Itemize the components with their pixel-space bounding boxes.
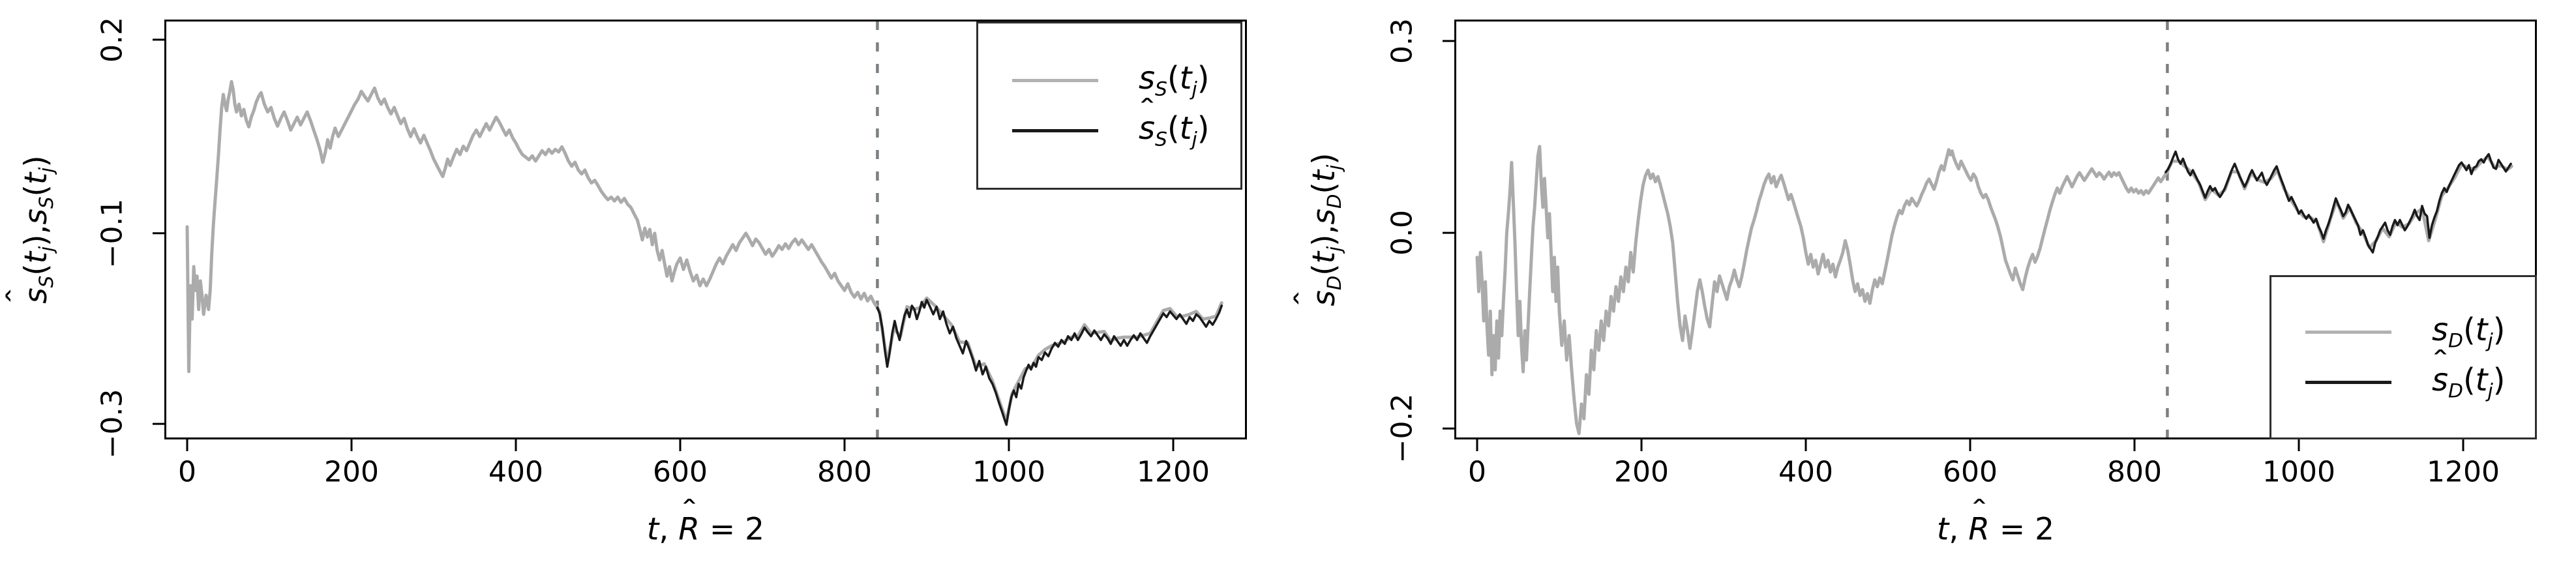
series-line	[878, 296, 1223, 423]
plot-border	[1454, 20, 2537, 439]
series-line	[185, 80, 882, 374]
left-y-axis-title: ˆ sS(tj),sS(tj)	[3, 155, 58, 306]
y-tick-label: 0.0	[1385, 210, 1419, 256]
plot-border	[164, 20, 1247, 439]
legend-label: sS(tj)	[1139, 60, 1210, 101]
left-plot-area	[153, 20, 1247, 451]
x-tick-label: 800	[817, 455, 872, 489]
x-tick-label: 400	[1778, 455, 1833, 489]
legend-label: ˆ sS(tj)	[1137, 95, 1210, 151]
x-tick-label: 0	[178, 455, 196, 489]
x-tick-label: 600	[1943, 455, 1998, 489]
x-tick-label: 600	[653, 455, 708, 489]
black-line-sample	[1012, 128, 1098, 132]
gray-line-sample	[2305, 331, 2391, 334]
y-tick-label: −0.3	[95, 389, 129, 459]
y-tick-label: 0.3	[1385, 18, 1419, 64]
right-plot-area	[1443, 20, 2537, 451]
x-tick-label: 0	[1468, 455, 1486, 489]
legend-entry: ˆ sD(tj)	[2271, 346, 2535, 403]
y-tick-label: −0.2	[1385, 393, 1419, 464]
x-tick-label: 1000	[2262, 455, 2335, 489]
gray-line-sample	[1012, 79, 1098, 83]
legend-entry: ˆ sS(tj)	[978, 95, 1240, 151]
series-line	[1475, 145, 2170, 436]
series-line	[2164, 150, 2512, 254]
series-line	[2164, 155, 2513, 250]
x-tick-label: 200	[324, 455, 379, 489]
legend-entry: sD(tj)	[2271, 312, 2535, 353]
x-tick-label: 400	[488, 455, 543, 489]
x-tick-label: 200	[1614, 455, 1669, 489]
legend-label: sD(tj)	[2432, 312, 2506, 353]
legend-label: ˆ sD(tj)	[2430, 346, 2506, 403]
left-legend: sS(tj) ˆ sS(tj)	[976, 22, 1242, 190]
x-tick-label: 1200	[1137, 455, 1210, 489]
series-line	[876, 299, 1223, 426]
x-tick-label: 1000	[972, 455, 1045, 489]
legend-entry: sS(tj)	[978, 60, 1240, 101]
right-legend: sD(tj) ˆ sD(tj)	[2269, 275, 2537, 439]
left-plot-svg	[153, 20, 1247, 451]
y-tick-label: 0.2	[95, 16, 129, 63]
y-tick-label: −0.1	[95, 198, 129, 269]
x-tick-label: 800	[2107, 455, 2162, 489]
black-line-sample	[2305, 380, 2391, 384]
x-tick-label: 1200	[2427, 455, 2500, 489]
right-y-axis-title: ˆ sD(tj),sD(tj)	[1291, 153, 1346, 308]
right-plot-svg	[1443, 20, 2537, 451]
